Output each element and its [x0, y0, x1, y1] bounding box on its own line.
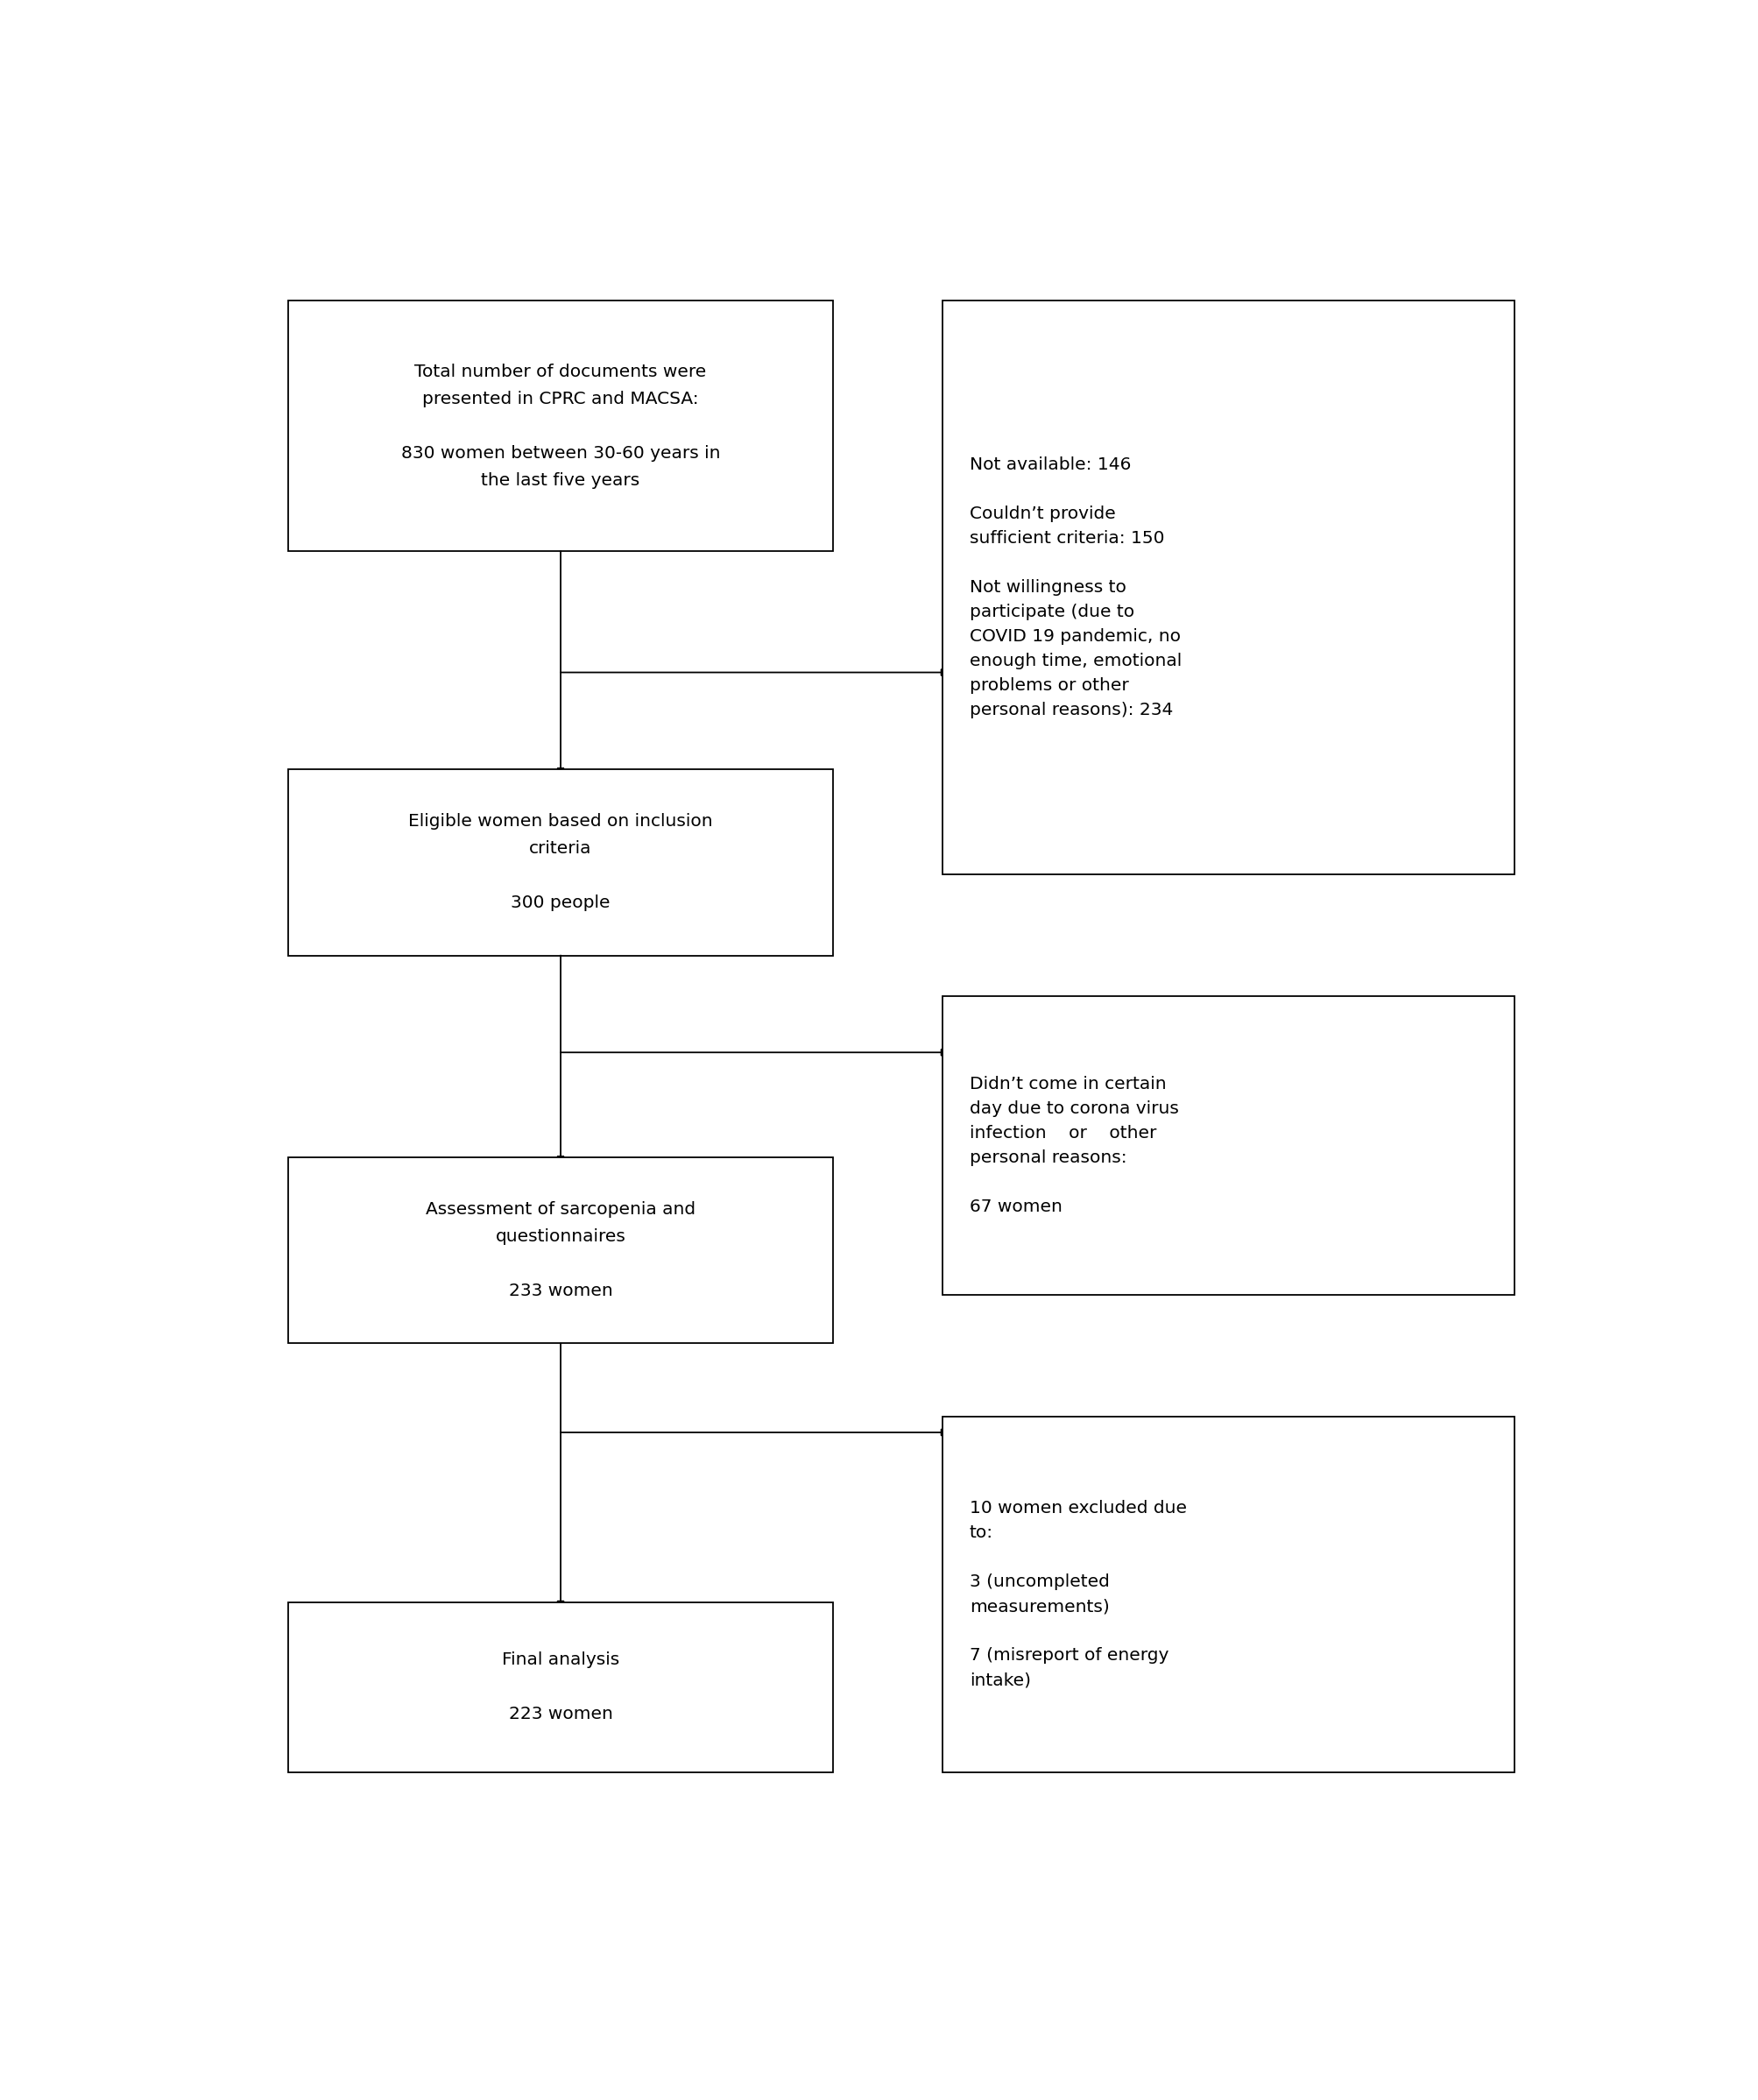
- Bar: [942, 300, 1514, 874]
- Bar: [288, 1602, 833, 1772]
- Bar: [288, 300, 833, 550]
- Text: Not available: 146

Couldn’t provide
sufficient criteria: 150

Not willingness t: Not available: 146 Couldn’t provide suff…: [969, 456, 1181, 718]
- Text: Eligible women based on inclusion
criteria

300 people: Eligible women based on inclusion criter…: [408, 813, 712, 911]
- Bar: [942, 1415, 1514, 1772]
- Text: 10 women excluded due
to:

3 (uncompleted
measurements)

7 (misreport of energy
: 10 women excluded due to: 3 (uncompleted…: [969, 1499, 1187, 1688]
- Text: Assessment of sarcopenia and
questionnaires

233 women: Assessment of sarcopenia and questionnai…: [425, 1201, 694, 1300]
- Text: Final analysis

223 women: Final analysis 223 women: [501, 1651, 619, 1722]
- Text: Total number of documents were
presented in CPRC and MACSA:

830 women between 3: Total number of documents were presented…: [401, 363, 721, 489]
- Bar: [288, 769, 833, 956]
- Text: Didn’t come in certain
day due to corona virus
infection    or    other
personal: Didn’t come in certain day due to corona…: [969, 1075, 1178, 1216]
- Bar: [942, 995, 1514, 1296]
- Bar: [288, 1157, 833, 1344]
